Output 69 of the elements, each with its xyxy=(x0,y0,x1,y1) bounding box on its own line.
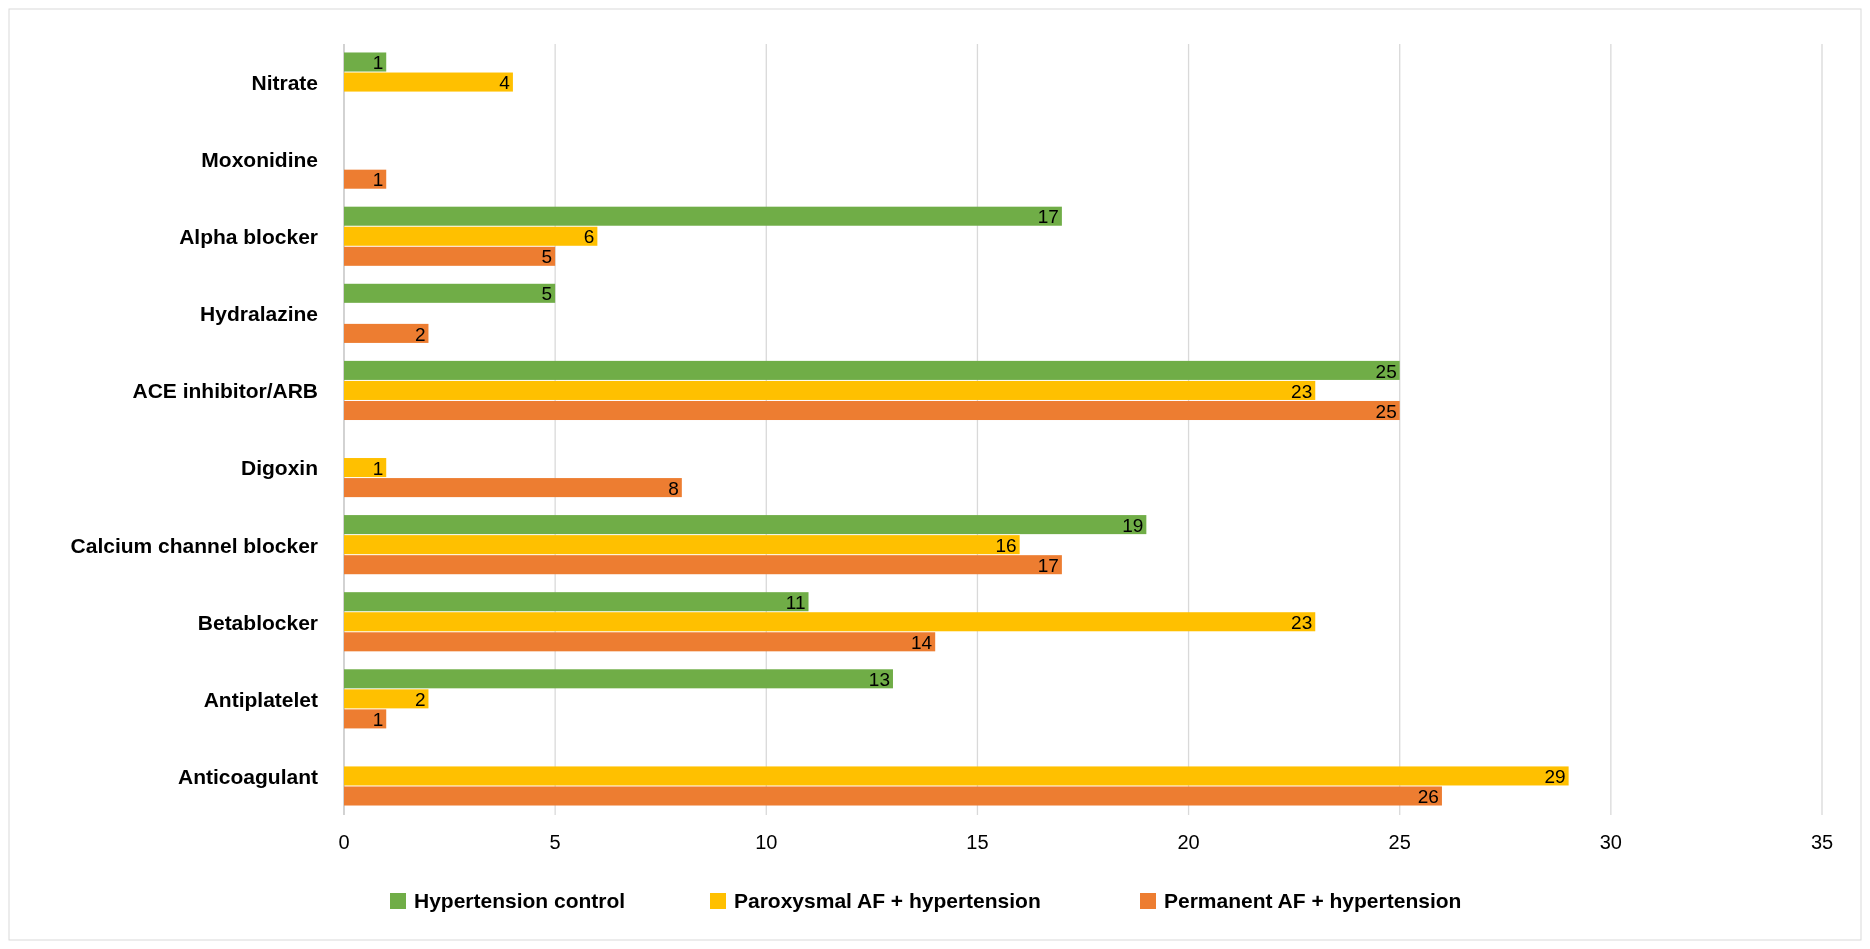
data-label: 13 xyxy=(868,668,890,690)
bar xyxy=(344,72,513,92)
data-label: 14 xyxy=(911,631,933,653)
bar xyxy=(344,226,598,246)
data-label: 1 xyxy=(372,52,384,74)
data-label: 11 xyxy=(785,591,806,613)
bar xyxy=(344,786,1442,806)
x-tick-label: 25 xyxy=(1388,831,1411,853)
data-label: 2 xyxy=(414,689,426,710)
bar xyxy=(344,52,387,72)
bar xyxy=(344,555,1062,575)
bar xyxy=(344,689,429,709)
data-label: 17 xyxy=(1037,554,1059,576)
bar xyxy=(344,592,809,612)
x-tick-label: 5 xyxy=(549,831,561,853)
y-tick-label: Nitrate xyxy=(251,70,318,94)
data-label: 6 xyxy=(583,226,595,248)
data-label: 17 xyxy=(1037,206,1059,228)
bar xyxy=(344,632,936,652)
y-tick-label: Hydralazine xyxy=(200,302,318,326)
bar xyxy=(344,380,1316,400)
bar xyxy=(344,766,1569,786)
data-label: 5 xyxy=(541,283,553,305)
x-tick-label: 30 xyxy=(1599,831,1622,853)
bar xyxy=(344,169,387,189)
bar xyxy=(344,400,1400,421)
data-label: 2 xyxy=(414,323,426,345)
data-label: 26 xyxy=(1417,786,1439,808)
legend-label: Paroxysmal AF + hypertension xyxy=(734,889,1041,913)
data-label: 8 xyxy=(668,477,679,499)
bar xyxy=(344,709,387,729)
y-tick-label: Alpha blocker xyxy=(179,225,318,249)
bar xyxy=(344,515,1147,535)
bar xyxy=(344,458,387,478)
data-label: 16 xyxy=(995,534,1017,556)
x-tick-label: 20 xyxy=(1177,831,1200,853)
y-tick-label: Anticoagulant xyxy=(178,764,318,788)
y-tick-label: Antiplatelet xyxy=(203,687,318,711)
bar xyxy=(344,535,1020,555)
x-tick-label: 10 xyxy=(755,831,778,853)
data-label: 4 xyxy=(499,72,511,94)
bar xyxy=(344,283,556,303)
x-tick-label: 15 xyxy=(966,831,989,853)
bar xyxy=(344,669,893,689)
bar xyxy=(344,246,556,266)
bar xyxy=(344,206,1062,226)
y-tick-label: Betablocker xyxy=(197,610,318,634)
data-label: 25 xyxy=(1375,360,1397,382)
data-label: 5 xyxy=(541,246,553,268)
y-tick-label: ACE inhibitor/ARB xyxy=(132,379,318,403)
data-label: 1 xyxy=(372,457,384,479)
y-tick-label: Moxonidine xyxy=(201,148,318,171)
bar xyxy=(344,478,682,498)
x-tick-label: 35 xyxy=(1810,831,1834,853)
data-label: 23 xyxy=(1291,380,1313,402)
data-label: 29 xyxy=(1544,766,1566,788)
y-tick-label: Calcium channel blocker xyxy=(70,533,318,557)
x-tick-label: 0 xyxy=(338,831,350,853)
legend-label: Permanent AF + hypertension xyxy=(1164,889,1462,913)
data-label: 1 xyxy=(372,709,384,731)
data-label: 1 xyxy=(372,169,384,191)
bar xyxy=(344,360,1400,380)
y-tick-label: Digoxin xyxy=(241,456,318,480)
bar xyxy=(344,612,1316,632)
data-label: 23 xyxy=(1291,611,1313,633)
data-label: 19 xyxy=(1122,514,1144,536)
legend-label: Hypertension control xyxy=(414,889,626,913)
data-label: 25 xyxy=(1375,400,1397,422)
bar xyxy=(344,323,429,343)
